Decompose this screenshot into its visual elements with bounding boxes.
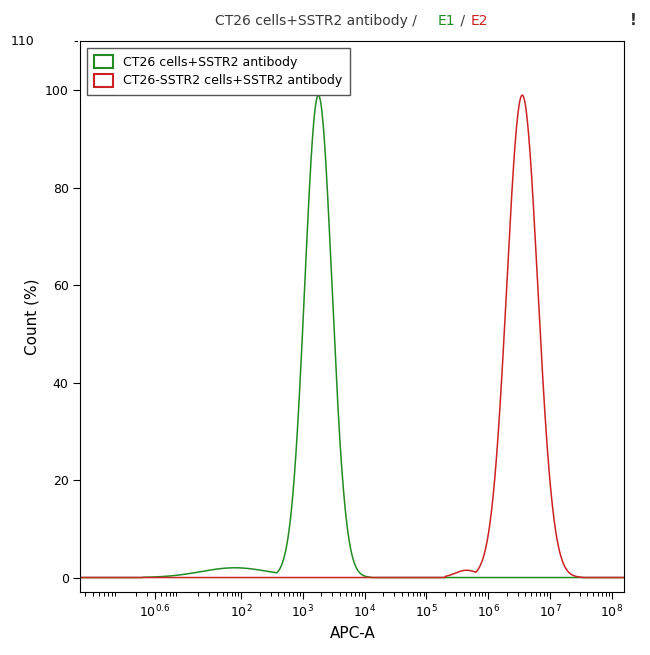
Legend: CT26 cells+SSTR2 antibody, CT26-SSTR2 cells+SSTR2 antibody: CT26 cells+SSTR2 antibody, CT26-SSTR2 ce… bbox=[86, 48, 350, 95]
Text: CT26 cells+SSTR2 antibody /: CT26 cells+SSTR2 antibody / bbox=[215, 14, 421, 28]
Y-axis label: Count (%): Count (%) bbox=[24, 278, 39, 355]
Text: 110: 110 bbox=[10, 35, 34, 48]
X-axis label: APC-A: APC-A bbox=[330, 626, 375, 641]
Text: E2: E2 bbox=[471, 14, 488, 28]
Text: E1: E1 bbox=[437, 14, 455, 28]
Text: /: / bbox=[456, 14, 470, 28]
Text: !: ! bbox=[630, 12, 636, 28]
